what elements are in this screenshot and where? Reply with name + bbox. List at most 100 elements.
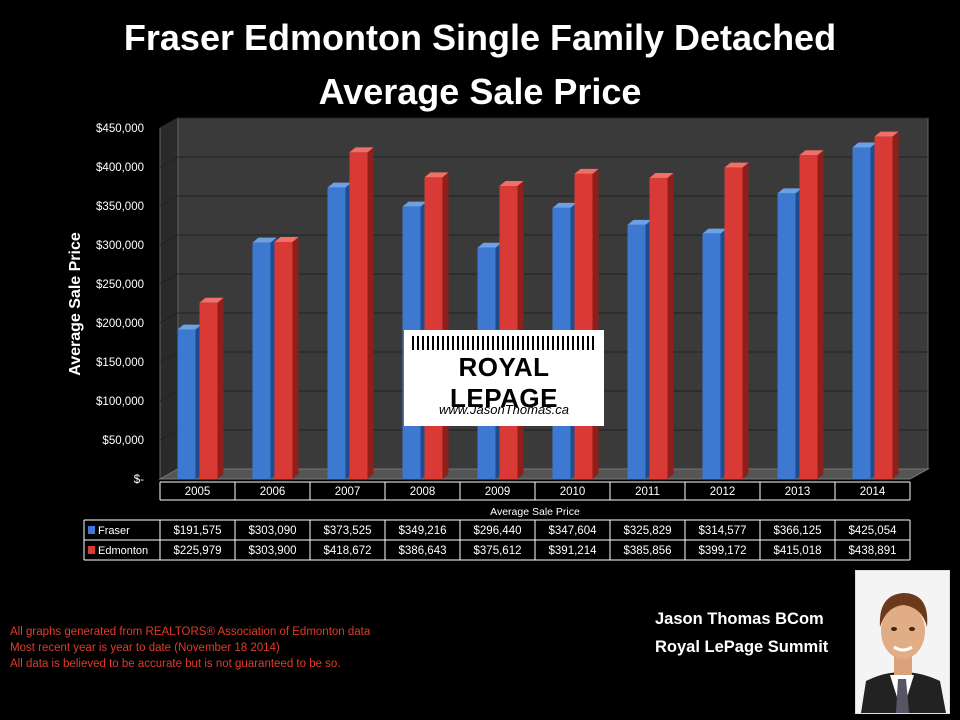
x-tick-label: 2008 [410, 486, 436, 498]
legend-label-edmonton: Edmonton [98, 545, 148, 557]
y-tick-label: $200,000 [96, 318, 144, 330]
x-tick-label: 2012 [710, 486, 736, 498]
gridline-side [159, 156, 179, 168]
y-tick-label: $150,000 [96, 357, 144, 369]
gridline-side [159, 312, 179, 324]
data-label-fraser: $325,829 [624, 525, 672, 537]
bar-edmonton [649, 178, 668, 479]
data-label-fraser: $366,125 [774, 525, 822, 537]
y-tick-label: $400,000 [96, 162, 144, 174]
plot-side-wall [159, 117, 179, 480]
y-tick-label: $- [134, 474, 144, 486]
bar-edmonton [724, 167, 743, 479]
x-tick-label: 2014 [860, 486, 886, 498]
bar-fraser [327, 187, 346, 479]
bar-top-edmonton [499, 181, 524, 187]
bar-side-edmonton [592, 168, 599, 479]
x-tick-label: 2009 [485, 486, 511, 498]
bar-top-edmonton [199, 297, 224, 303]
gridline-side [159, 351, 179, 363]
footnote-line: Most recent year is year to date (Novemb… [10, 642, 280, 654]
bar-top-fraser [177, 324, 202, 330]
y-tick-label: $450,000 [96, 123, 144, 135]
bar-side-edmonton [442, 172, 449, 479]
bar-top-fraser [627, 219, 652, 225]
data-label-edmonton: $386,643 [399, 545, 447, 557]
gridline-side [159, 117, 179, 129]
x-tick-label: 2013 [785, 486, 811, 498]
bar-side-edmonton [292, 236, 299, 479]
bar-edmonton [199, 302, 218, 479]
bar-top-edmonton [349, 147, 374, 153]
bar-top-edmonton [874, 131, 899, 137]
x-axis-label: Average Sale Price [490, 506, 580, 518]
bar-side-edmonton [367, 147, 374, 479]
y-tick-label: $50,000 [102, 435, 144, 447]
agent-name: Jason Thomas BCom [655, 610, 824, 628]
logo-url: www.JasonThomas.ca [438, 402, 570, 417]
bar-top-edmonton [724, 162, 749, 168]
royal-lepage-logo: ROYAL LEPAGE www.JasonThomas.ca [404, 330, 604, 426]
bar-top-edmonton [799, 150, 824, 156]
data-label-fraser: $425,054 [849, 525, 898, 537]
bar-top-fraser [327, 182, 352, 188]
bar-edmonton [574, 173, 593, 479]
footnote-line: All graphs generated from REALTORS® Asso… [10, 626, 371, 638]
logo-wordmark: ROYAL LEPAGE [450, 352, 558, 413]
bar-edmonton [274, 241, 293, 479]
data-label-edmonton: $375,612 [474, 545, 522, 557]
bar-side-edmonton [217, 297, 224, 479]
bar-side-edmonton [817, 150, 824, 480]
data-label-edmonton: $438,891 [849, 545, 897, 557]
footnote-line: All data is believed to be accurate but … [10, 658, 341, 670]
agent-photo [855, 570, 950, 714]
bar-top-fraser [702, 228, 727, 234]
agent-company: Royal LePage Summit [655, 638, 829, 656]
x-tick-label: 2006 [260, 486, 286, 498]
chart-title-line-2: Average Sale Price [318, 71, 642, 112]
data-label-edmonton: $391,214 [549, 545, 598, 557]
legend-label-fraser: Fraser [98, 525, 130, 537]
bar-edmonton [799, 155, 818, 480]
bar-top-edmonton [424, 172, 449, 178]
bar-edmonton [874, 136, 893, 479]
bar-side-edmonton [742, 162, 749, 479]
bar-top-fraser [852, 142, 877, 148]
bar-top-fraser [477, 242, 502, 248]
data-label-fraser: $314,577 [699, 525, 747, 537]
data-label-fraser: $303,090 [249, 525, 297, 537]
x-tick-label: 2010 [560, 486, 586, 498]
legend-swatch-fraser [88, 526, 95, 534]
logo-barcode-top [412, 336, 596, 350]
gridline-side [159, 195, 179, 207]
data-label-edmonton: $303,900 [249, 545, 297, 557]
bar-fraser [177, 329, 196, 479]
bar-side-edmonton [667, 173, 674, 479]
bar-top-edmonton [274, 236, 299, 242]
legend-swatch-edmonton [88, 546, 95, 554]
data-label-fraser: $191,575 [174, 525, 222, 537]
footnotes: All graphs generated from REALTORS® Asso… [10, 624, 370, 672]
bar-top-edmonton [574, 168, 599, 174]
bar-fraser [702, 233, 721, 479]
bar-fraser [852, 147, 871, 479]
y-axis-label: Average Sale Price [67, 232, 84, 376]
bar-edmonton [349, 152, 368, 479]
gridline-side [159, 234, 179, 246]
y-tick-label: $350,000 [96, 201, 144, 213]
x-tick-label: 2011 [635, 486, 660, 498]
gridline-side [159, 429, 179, 441]
data-label-edmonton: $385,856 [624, 545, 672, 557]
bar-top-edmonton [649, 173, 674, 179]
bar-edmonton [424, 177, 443, 479]
bar-top-fraser [552, 202, 577, 208]
x-tick-label: 2005 [185, 486, 211, 498]
bar-fraser [627, 224, 646, 479]
chart-title-line-1: Fraser Edmonton Single Family Detached [123, 17, 837, 58]
data-label-edmonton: $415,018 [774, 545, 822, 557]
data-label-fraser: $296,440 [474, 525, 522, 537]
bar-side-edmonton [892, 131, 899, 479]
bar-top-fraser [777, 188, 802, 194]
data-label-fraser: $347,604 [549, 525, 598, 537]
